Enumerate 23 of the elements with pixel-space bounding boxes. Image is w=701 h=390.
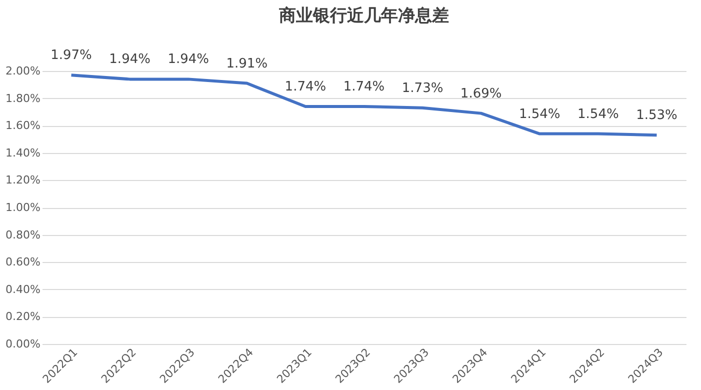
y-tick-label: 0.00%: [6, 338, 40, 350]
data-label: 1.91%: [226, 56, 268, 72]
y-tick-label: 0.20%: [6, 310, 40, 324]
y-tick-label: 2.00%: [6, 64, 40, 78]
y-tick-label: 1.20%: [6, 174, 40, 187]
y-tick-label: 1.60%: [6, 119, 40, 132]
y-tick-label: 1.80%: [6, 92, 40, 105]
data-label: 1.94%: [109, 52, 150, 68]
data-label: 1.94%: [168, 52, 210, 68]
y-tick-label: 1.00%: [6, 201, 40, 214]
data-label: 1.54%: [518, 106, 560, 122]
data-label: 1.74%: [284, 79, 326, 94]
y-tick-label: 0.80%: [6, 228, 40, 242]
data-label: 1.53%: [636, 108, 678, 124]
y-tick-label: 0.60%: [6, 256, 40, 269]
data-label: 1.69%: [460, 86, 502, 102]
y-tick-label: 1.40%: [6, 146, 40, 160]
y-tick-label: 0.40%: [6, 282, 40, 296]
chart-title: 商业银行近几年净息差: [278, 6, 449, 26]
data-label: 1.74%: [343, 79, 385, 94]
data-label: 1.97%: [50, 48, 92, 64]
data-label: 1.73%: [402, 80, 444, 96]
data-label: 1.54%: [578, 106, 619, 122]
